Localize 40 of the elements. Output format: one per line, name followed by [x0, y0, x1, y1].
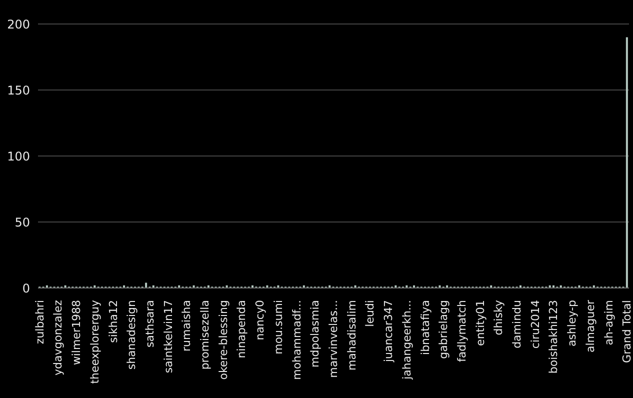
- bar: [145, 282, 148, 288]
- x-tick-label: marvinvelas...: [327, 300, 340, 378]
- x-tick-label: damindu: [510, 300, 524, 348]
- x-tick-label: Grand Total: [620, 300, 633, 363]
- x-tick-label: mahadisalim: [345, 300, 358, 371]
- x-tick-label: ciru2014: [528, 300, 542, 349]
- x-tick-label: zulbahri: [33, 300, 46, 344]
- y-tick-label: 150: [7, 83, 30, 98]
- x-tick-label: rumaisha: [180, 300, 194, 352]
- bar: [626, 37, 628, 288]
- x-tick-label: jahangeerkh...: [400, 300, 414, 380]
- x-tick-label: entity01: [474, 300, 487, 346]
- x-tick-label: promisezella: [198, 300, 212, 370]
- x-tick-label: juancar347: [382, 300, 396, 364]
- x-tick-label: sikha12: [106, 300, 120, 343]
- y-tick-label: 200: [7, 17, 30, 32]
- x-tick-label: saintkelvin17: [162, 300, 175, 374]
- x-tick-label: dhisky: [492, 300, 506, 336]
- x-tick-label: almaguer: [584, 300, 597, 352]
- x-tick-label: theexplorerguy: [88, 300, 102, 384]
- x-tick-label: ibnatafiya: [418, 300, 432, 355]
- x-tick-label: leudi: [364, 300, 377, 327]
- x-tick-label: ah-agim: [602, 300, 616, 346]
- x-tick-label: gabrielagg: [437, 300, 450, 359]
- x-tick-label: ydavgonzalez: [52, 300, 65, 376]
- x-tick-label: ashley-p: [566, 300, 579, 347]
- x-tick-label: boishakhi123: [547, 300, 560, 374]
- y-tick-label: 50: [14, 215, 30, 230]
- y-tick-label: 100: [7, 149, 30, 164]
- x-tick-label: nancy0: [254, 300, 267, 340]
- x-tick-label: ninapenda: [235, 300, 248, 358]
- x-tick-label: shanadesign: [125, 300, 138, 370]
- y-tick-label: 0: [22, 281, 30, 296]
- x-tick-label: mou.sumi: [272, 300, 285, 354]
- x-tick-label: okere-blessing: [216, 300, 230, 380]
- x-tick-label: wilmer1988: [70, 300, 84, 366]
- x-tick-label: fadlymatch: [455, 300, 468, 362]
- x-tick-label: mdpolasmia: [308, 300, 322, 368]
- x-tick-label: mohammadf...: [290, 300, 304, 380]
- x-tick-label: sathsara: [143, 300, 156, 348]
